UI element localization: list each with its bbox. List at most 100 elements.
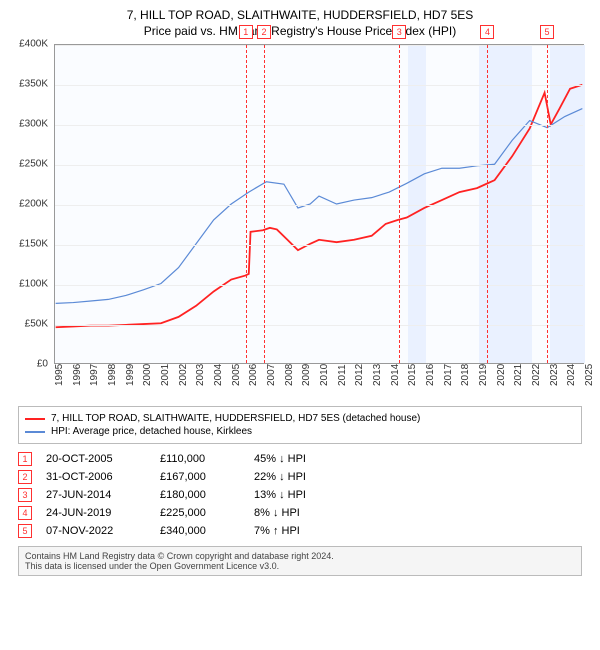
x-tick-label: 1996	[72, 364, 83, 386]
transaction-price: £180,000	[160, 489, 240, 501]
chart-area: £0£50K£100K£150K£200K£250K£300K£350K£400…	[8, 44, 592, 402]
x-tick-label: 2015	[407, 364, 418, 386]
gridline	[55, 325, 583, 326]
transaction-row: 231-OCT-2006£167,00022% ↓ HPI	[18, 470, 582, 484]
x-tick-label: 2006	[248, 364, 259, 386]
y-axis-labels: £0£50K£100K£150K£200K£250K£300K£350K£400…	[8, 44, 52, 364]
x-axis-labels: 1995199619971998199920002001200220032004…	[54, 364, 584, 402]
y-tick-label: £150K	[19, 239, 48, 250]
gridline	[55, 125, 583, 126]
x-tick-label: 2002	[178, 364, 189, 386]
x-tick-label: 2000	[142, 364, 153, 386]
transaction-row: 5 07-NOV-2022 £340,000 7% ↑ HPI	[18, 524, 582, 538]
shade-band	[497, 45, 515, 363]
transaction-diff: 45% ↓ HPI	[254, 453, 344, 465]
x-tick-label: 2007	[266, 364, 277, 386]
transaction-marker: 2	[18, 470, 32, 484]
gridline	[55, 205, 583, 206]
y-tick-label: £200K	[19, 199, 48, 210]
transaction-marker: 1	[18, 452, 32, 466]
transaction-price: £340,000	[160, 525, 240, 537]
x-tick-label: 2017	[443, 364, 454, 386]
transaction-date: 20-OCT-2005	[46, 453, 146, 465]
legend-label: HPI: Average price, detached house, Kirk…	[51, 426, 252, 437]
footer-line: Contains HM Land Registry data © Crown c…	[25, 551, 575, 561]
gridline	[55, 45, 583, 46]
marker-line	[547, 45, 548, 363]
gridline	[55, 245, 583, 246]
marker-box: 1	[239, 25, 253, 39]
x-tick-label: 2005	[231, 364, 242, 386]
transaction-diff: 7% ↑ HPI	[254, 525, 344, 537]
y-tick-label: £0	[37, 359, 48, 370]
legend-item: HPI: Average price, detached house, Kirk…	[25, 426, 575, 437]
x-tick-label: 2020	[496, 364, 507, 386]
x-tick-label: 2016	[425, 364, 436, 386]
transaction-marker: 4	[18, 506, 32, 520]
x-tick-label: 2022	[531, 364, 542, 386]
x-tick-label: 2004	[213, 364, 224, 386]
gridline	[55, 285, 583, 286]
x-tick-label: 2023	[549, 364, 560, 386]
x-tick-label: 2014	[390, 364, 401, 386]
y-tick-label: £400K	[19, 39, 48, 50]
marker-box: 2	[257, 25, 271, 39]
marker-line	[246, 45, 247, 363]
gridline	[55, 165, 583, 166]
transaction-diff: 13% ↓ HPI	[254, 489, 344, 501]
shade-band	[550, 45, 568, 363]
x-tick-label: 2010	[319, 364, 330, 386]
transaction-marker: 3	[18, 488, 32, 502]
x-tick-label: 2019	[478, 364, 489, 386]
y-tick-label: £250K	[19, 159, 48, 170]
y-tick-label: £50K	[25, 319, 48, 330]
shade-band	[567, 45, 585, 363]
footer-line: This data is licensed under the Open Gov…	[25, 561, 575, 571]
x-tick-label: 1995	[54, 364, 65, 386]
legend: 7, HILL TOP ROAD, SLAITHWAITE, HUDDERSFI…	[18, 406, 582, 444]
transaction-price: £110,000	[160, 453, 240, 465]
transaction-diff: 8% ↓ HPI	[254, 507, 344, 519]
legend-label: 7, HILL TOP ROAD, SLAITHWAITE, HUDDERSFI…	[51, 413, 420, 424]
transaction-row: 4 24-JUN-2019 £225,000 8% ↓ HPI	[18, 506, 582, 520]
transaction-row: 3 27-JUN-2014 £180,000 13% ↓ HPI	[18, 488, 582, 502]
x-tick-label: 2012	[354, 364, 365, 386]
x-tick-label: 2008	[284, 364, 295, 386]
chart-container: 7, HILL TOP ROAD, SLAITHWAITE, HUDDERSFI…	[0, 0, 600, 584]
x-tick-label: 2025	[584, 364, 595, 386]
marker-box: 3	[392, 25, 406, 39]
transaction-date: 31-OCT-2006	[46, 471, 146, 483]
x-tick-label: 2003	[195, 364, 206, 386]
x-tick-label: 1999	[125, 364, 136, 386]
marker-line	[399, 45, 400, 363]
transaction-date: 27-JUN-2014	[46, 489, 146, 501]
marker-box: 4	[480, 25, 494, 39]
x-tick-label: 2009	[301, 364, 312, 386]
legend-item: 7, HILL TOP ROAD, SLAITHWAITE, HUDDERSFI…	[25, 413, 575, 424]
x-tick-label: 2018	[460, 364, 471, 386]
x-tick-label: 1998	[107, 364, 118, 386]
marker-line	[487, 45, 488, 363]
shade-band	[408, 45, 426, 363]
chart-subtitle: Price paid vs. HM Land Registry's House …	[8, 24, 592, 38]
marker-line	[264, 45, 265, 363]
shade-band	[514, 45, 532, 363]
transaction-marker: 5	[18, 524, 32, 538]
legend-swatch	[25, 431, 45, 433]
transaction-row: 1 20-OCT-2005 £110,000 45% ↓ HPI	[18, 452, 582, 466]
gridline	[55, 85, 583, 86]
y-tick-label: £100K	[19, 279, 48, 290]
y-tick-label: £300K	[19, 119, 48, 130]
transaction-date: 07-NOV-2022	[46, 525, 146, 537]
chart-title: 7, HILL TOP ROAD, SLAITHWAITE, HUDDERSFI…	[8, 8, 592, 22]
x-tick-label: 2011	[337, 364, 348, 386]
x-tick-label: 2021	[513, 364, 524, 386]
transactions-table: 1 20-OCT-2005 £110,000 45% ↓ HPI 2 31-OCT-200…	[18, 452, 582, 538]
footer-attribution: Contains HM Land Registry data © Crown c…	[18, 546, 582, 576]
transaction-date: 24-JUN-2019	[46, 507, 146, 519]
plot-area: 12345	[54, 44, 584, 364]
transaction-price: £167,000	[160, 471, 240, 483]
marker-box: 5	[540, 25, 554, 39]
y-tick-label: £350K	[19, 79, 48, 90]
transaction-price: £225,000	[160, 507, 240, 519]
